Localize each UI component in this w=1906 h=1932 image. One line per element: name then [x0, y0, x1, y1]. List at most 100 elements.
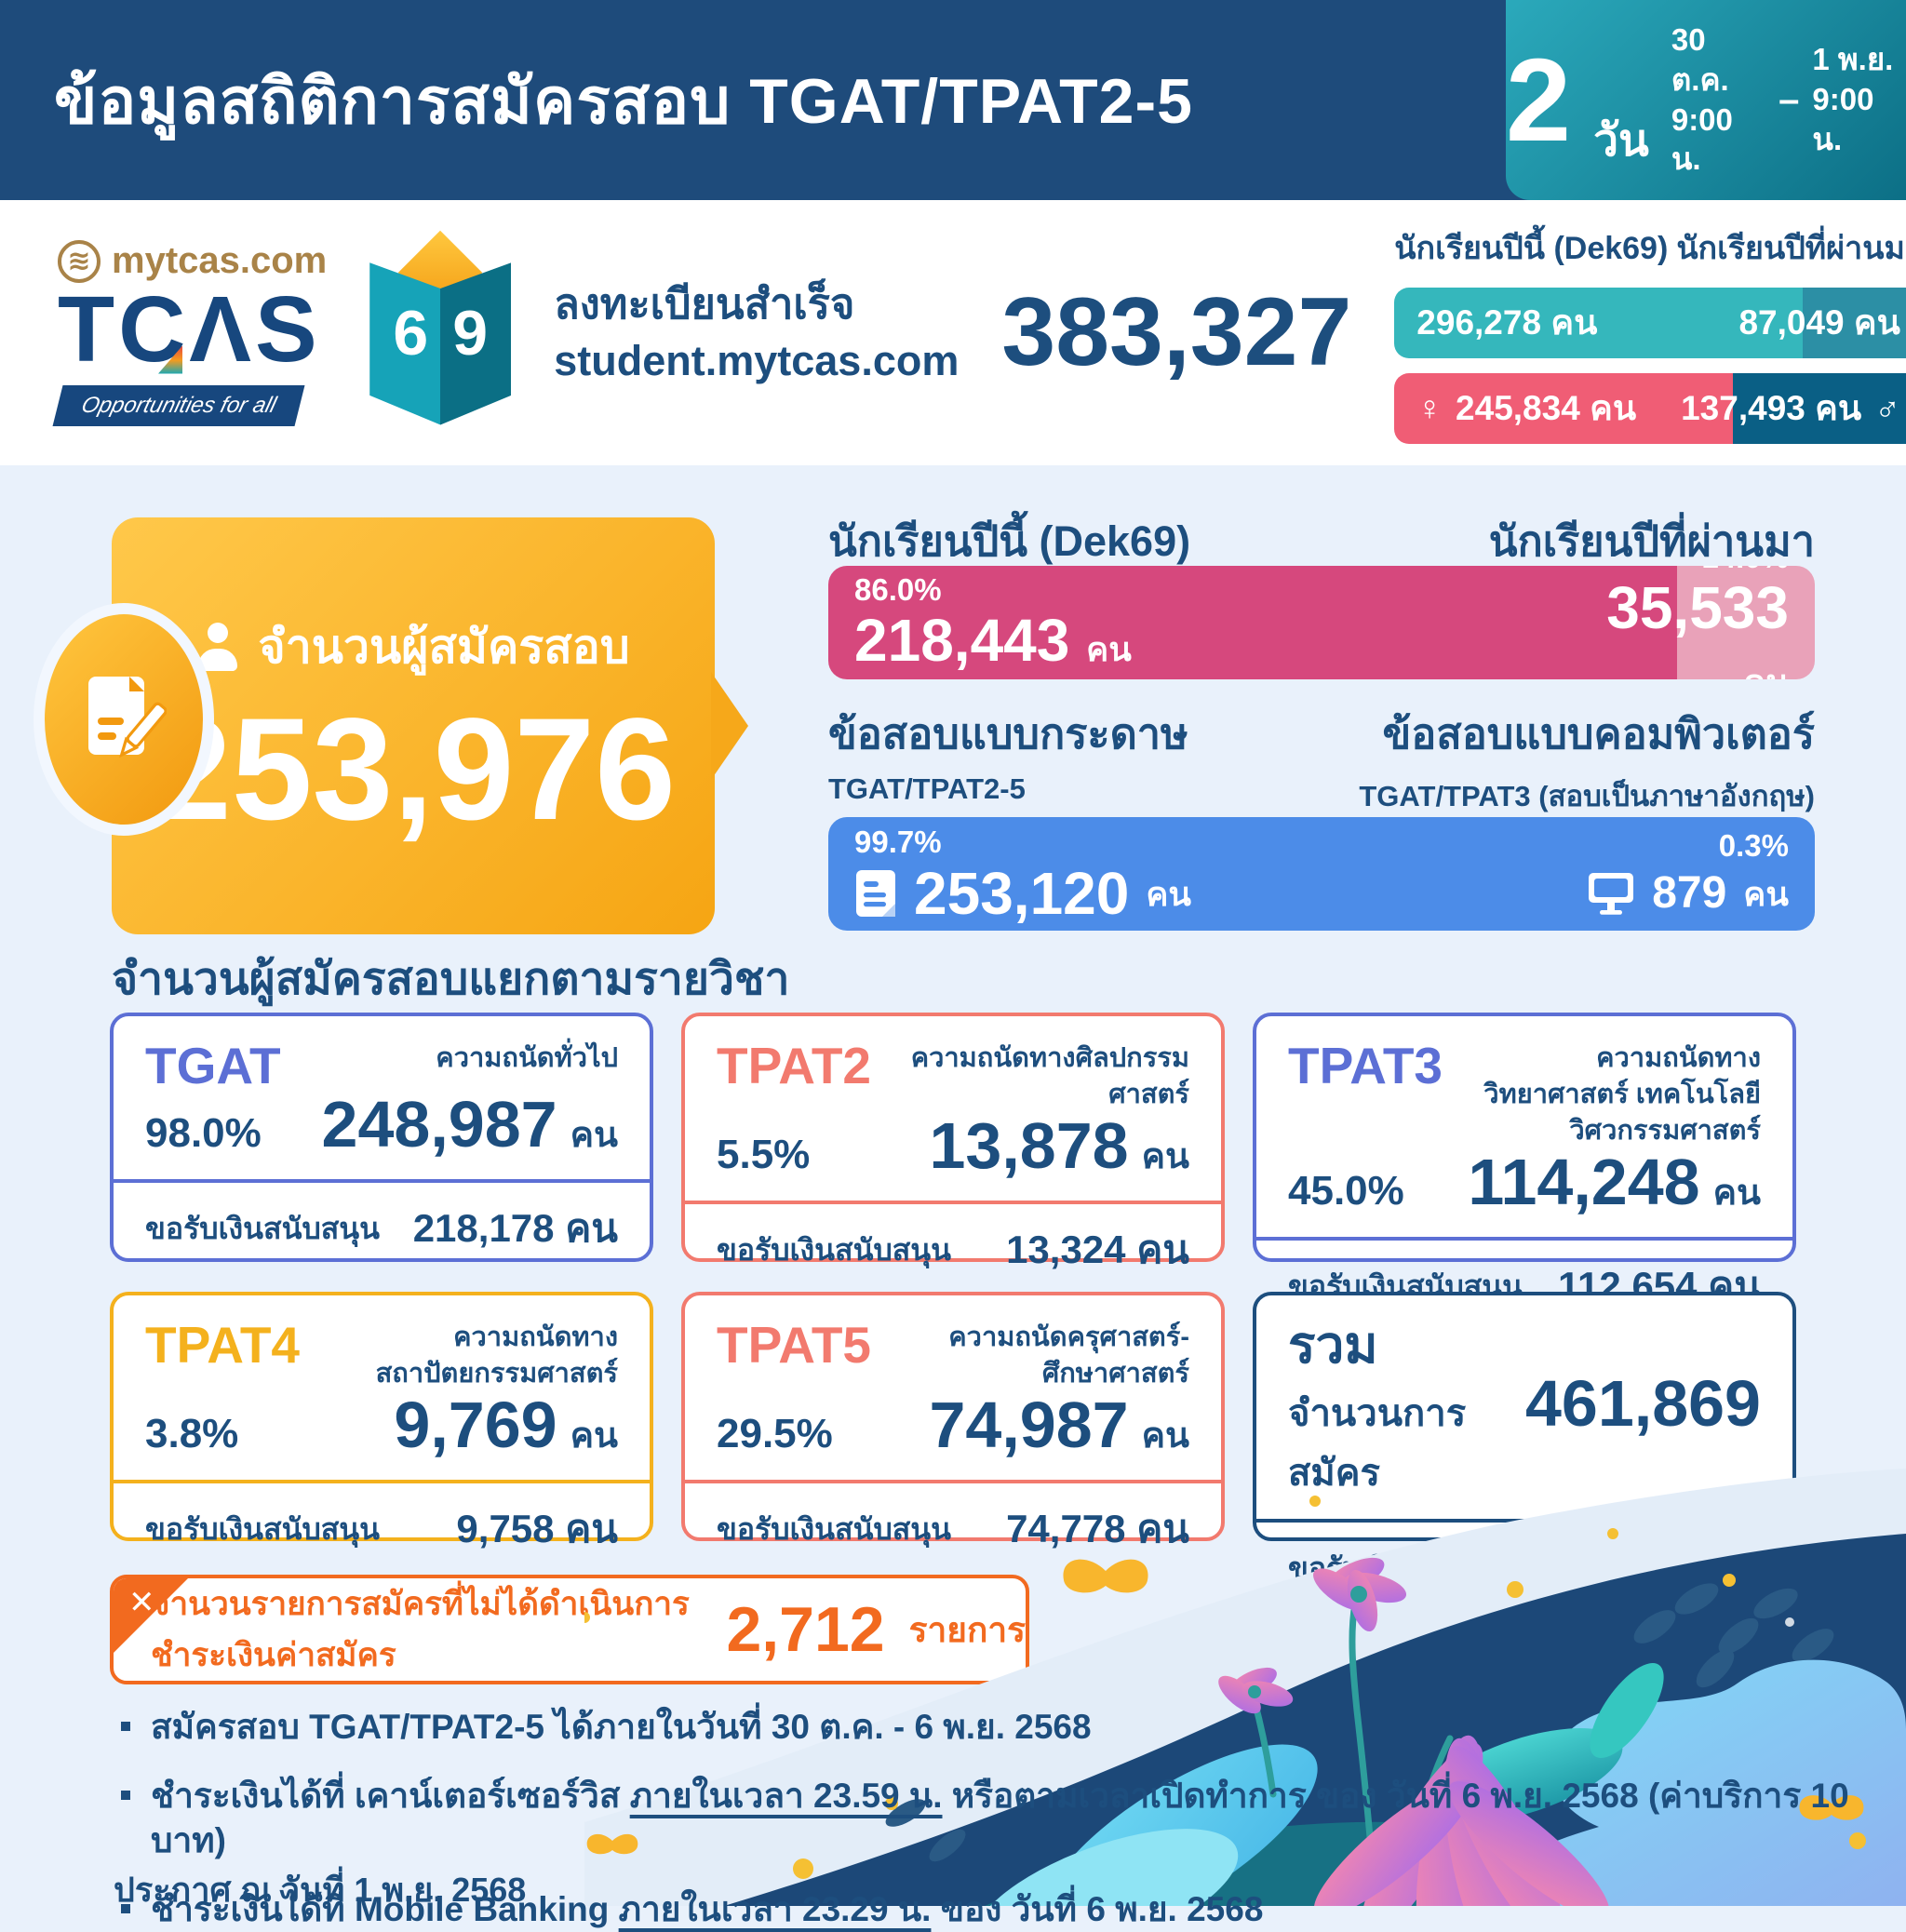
- subject-code: TPAT4: [145, 1316, 301, 1374]
- support-count: 9,758 คน: [456, 1507, 618, 1551]
- subject-count: 248,987: [321, 1088, 557, 1161]
- subject-percent: 45.0%: [1288, 1168, 1404, 1214]
- support-count: 435,232 คน: [1555, 1546, 1761, 1590]
- subject-percent: 98.0%: [145, 1110, 262, 1156]
- subject-percent: 3.8%: [145, 1411, 239, 1457]
- subject-percent: 5.5%: [717, 1132, 811, 1178]
- subject-code: TPAT2: [717, 1037, 872, 1094]
- support-label: ขอรับเงินสนับสนุน: [1288, 1550, 1523, 1585]
- support-count: 13,324 คน: [1006, 1228, 1189, 1272]
- subject-name: ความถนัดทั่วไป: [436, 1043, 618, 1073]
- male-segment: 137,493 คน ♂: [1681, 372, 1906, 444]
- subject-name: ความถนัดทางสถาปัตยกรรมศาสตร์: [375, 1322, 618, 1389]
- format-section-header: ข้อสอบแบบกระดาษ TGAT/TPAT2-5 ข้อสอบแบบคอ…: [828, 700, 1815, 819]
- female-icon: ♀: [1416, 388, 1443, 427]
- female-segment: ♀ 245,834 คน: [1394, 372, 1734, 444]
- support-label: ขอรับเงินสนับสนุน: [717, 1511, 952, 1546]
- cohort-section-header: นักเรียนปีนี้ (Dek69) นักเรียนปีที่ผ่านม…: [828, 507, 1815, 574]
- registration-success-label: ลงทะเบียนสำเร็จ student.mytcas.com: [554, 279, 960, 384]
- date-start: 30 ต.ค. 9:00 น.: [1671, 21, 1733, 177]
- document-pencil-icon: [88, 677, 167, 758]
- support-label: ขอรับเงินสนับสนุน: [145, 1211, 381, 1245]
- card-tpat2: TPAT2 ความถนัดทางศิลปกรรมศาสตร์ 5.5% 13,…: [681, 1013, 1225, 1271]
- tcas-logo: ≋ mytcas.com TCΛS Opportunities for all: [52, 239, 327, 426]
- total-count: 461,869: [1524, 1367, 1761, 1440]
- applicants-label-row: จำนวนผู้สมัครสอบ: [196, 610, 629, 684]
- paper-icon: [856, 870, 895, 917]
- computer-segment: 0.3% 879 คน: [1587, 828, 1789, 918]
- support-count: 74,778 คน: [1006, 1507, 1189, 1551]
- subject-code: TPAT5: [717, 1316, 872, 1374]
- card-tpat4: TPAT4 ความถนัดทางสถาปัตยกรรมศาสตร์ 3.8% …: [110, 1292, 653, 1550]
- bullet-icon: [121, 1722, 130, 1731]
- subjects-section-title: จำนวนผู้สมัครสอบแยกตามรายวิชา: [112, 955, 790, 1004]
- bullet-icon: [121, 1791, 130, 1801]
- notice-text: จำนวนรายการสมัครที่ไม่ได้ดำเนินการชำระเง…: [151, 1586, 690, 1673]
- days-count: 2: [1506, 34, 1572, 166]
- current-cohort-label: นักเรียนปีนี้ (Dek69): [1394, 230, 1669, 266]
- days-unit: วัน: [1593, 116, 1649, 166]
- exam-window-badge: 2 วัน 30 ต.ค. 9:00 น. – 1 พ.ย. 9:00 น.: [1506, 0, 1906, 200]
- exam-form-badge: [34, 603, 214, 836]
- date-range: 30 ต.ค. 9:00 น. – 1 พ.ย. 9:00 น.: [1671, 20, 1906, 181]
- subject-code: TGAT: [145, 1037, 281, 1094]
- previous-cohort-segment: 87,049 คน: [1738, 287, 1906, 358]
- subject-name: ความถนัดครุศาสตร์-ศึกษาศาสตร์: [948, 1322, 1189, 1389]
- previous-cohort-label: นักเรียนปีที่ผ่านมา: [1676, 230, 1906, 266]
- card-tpat5: TPAT5 ความถนัดครุศาสตร์-ศึกษาศาสตร์ 29.5…: [681, 1292, 1225, 1550]
- paper-format-header: ข้อสอบแบบกระดาษ TGAT/TPAT2-5: [828, 710, 1188, 805]
- notice-corner: [114, 1578, 188, 1653]
- notice-unit: รายการ: [908, 1610, 1026, 1649]
- registration-breakdown: นักเรียนปีนี้ (Dek69) นักเรียนปีที่ผ่านม…: [1394, 222, 1906, 444]
- book-icon: 6 9: [369, 262, 512, 425]
- card-tgat: TGAT ความถนัดทั่วไป 98.0% 248,987 คน ขอร…: [110, 1013, 653, 1262]
- page-title: ข้อมูลสถิติการสมัครสอบ TGAT/TPAT2-5: [54, 65, 1193, 137]
- cohort-current-segment: 86.0% 218,443 คน: [828, 566, 1677, 679]
- cohort-count-bar: 296,278 คน 87,049 คน: [1394, 287, 1906, 358]
- applicants-total: 253,976: [151, 688, 676, 851]
- computer-icon: [1589, 873, 1634, 915]
- cohort-previous-label: นักเรียนปีที่ผ่านมา: [1488, 517, 1815, 565]
- computer-format-header: ข้อสอบแบบคอมพิวเตอร์ TGAT/TPAT3 (สอบเป็น…: [1359, 710, 1815, 812]
- subject-count: 74,987: [929, 1389, 1129, 1462]
- cohort-previous-segment: 14.0% 35,533 คน: [1606, 566, 1815, 679]
- note-exam-window: สมัครสอบ TGAT/TPAT2-5 ได้ภายในวันที่ 30 …: [121, 1705, 1906, 1750]
- close-icon: ✕: [128, 1585, 155, 1620]
- registration-bars-header: นักเรียนปีนี้ (Dek69) นักเรียนปีที่ผ่านม…: [1394, 222, 1906, 273]
- tcas69-badge: 6 9: [369, 230, 512, 425]
- subject-code: TPAT3: [1288, 1037, 1443, 1094]
- cohort-percentage-bar: 86.0% 218,443 คน 14.0% 35,533 คน: [828, 566, 1815, 679]
- tcas-tagline: Opportunities for all: [52, 384, 305, 426]
- tcas-wordmark: TCΛS: [58, 276, 321, 382]
- male-icon: ♂: [1874, 388, 1900, 427]
- support-label: ขอรับเงินสนับสนุน: [145, 1511, 381, 1546]
- subject-count: 9,769: [394, 1389, 557, 1462]
- support-count: 218,178 คน: [412, 1206, 618, 1250]
- subject-name: ความถนัดทางศิลปกรรมศาสตร์: [910, 1043, 1189, 1110]
- unpaid-notice: ✕ จำนวนรายการสมัครที่ไม่ได้ดำเนินการชำระ…: [110, 1575, 1029, 1684]
- notice-count: 2,712: [726, 1594, 885, 1665]
- subject-count: 114,248: [1468, 1146, 1700, 1219]
- date-end: 1 พ.ย. 9:00 น.: [1812, 42, 1894, 156]
- subject-count: 13,878: [929, 1109, 1129, 1183]
- subject-name: ความถนัดทางวิทยาศาสตร์ เทคโนโลยี วิศวกรร…: [1483, 1043, 1761, 1147]
- current-cohort-segment: 296,278 คน: [1394, 287, 1804, 358]
- note-counter-service: ชำระเงินได้ที่ เคาน์เตอร์เซอร์วิส ภายในเ…: [121, 1774, 1906, 1863]
- registration-summary-band: ≋ mytcas.com TCΛS Opportunities for all …: [0, 200, 1906, 465]
- gender-count-bar: ♀ 245,834 คน 137,493 คน ♂: [1394, 372, 1906, 444]
- subject-cards-grid: TGAT ความถนัดทั่วไป 98.0% 248,987 คน ขอร…: [110, 1013, 1796, 1590]
- format-percentage-bar: 99.7% 253,120 คน 0.3% 879 คน: [828, 817, 1815, 931]
- card-tpat3: TPAT3 ความถนัดทางวิทยาศาสตร์ เทคโนโลยี ว…: [1253, 1013, 1796, 1308]
- card-total: รวม จำนวนการสมัคร 461,869 ขอรับเงินสนับส…: [1253, 1292, 1796, 1590]
- subject-percent: 29.5%: [717, 1411, 833, 1457]
- mytcas-site-label: ≋ mytcas.com: [58, 239, 327, 283]
- globe-icon: ≋: [58, 239, 101, 283]
- total-label: จำนวนการสมัคร: [1288, 1393, 1467, 1494]
- total-title: รวม: [1288, 1316, 1378, 1374]
- paper-segment: 99.7% 253,120 คน: [854, 825, 1192, 927]
- date-separator: –: [1778, 79, 1800, 120]
- announcement-date: ประกาศ ณ วันที่ 1 พ.ย. 2568: [114, 1871, 527, 1909]
- registration-total: 383,327: [1001, 278, 1352, 386]
- support-label: ขอรับเงินสนับสนุน: [717, 1232, 952, 1267]
